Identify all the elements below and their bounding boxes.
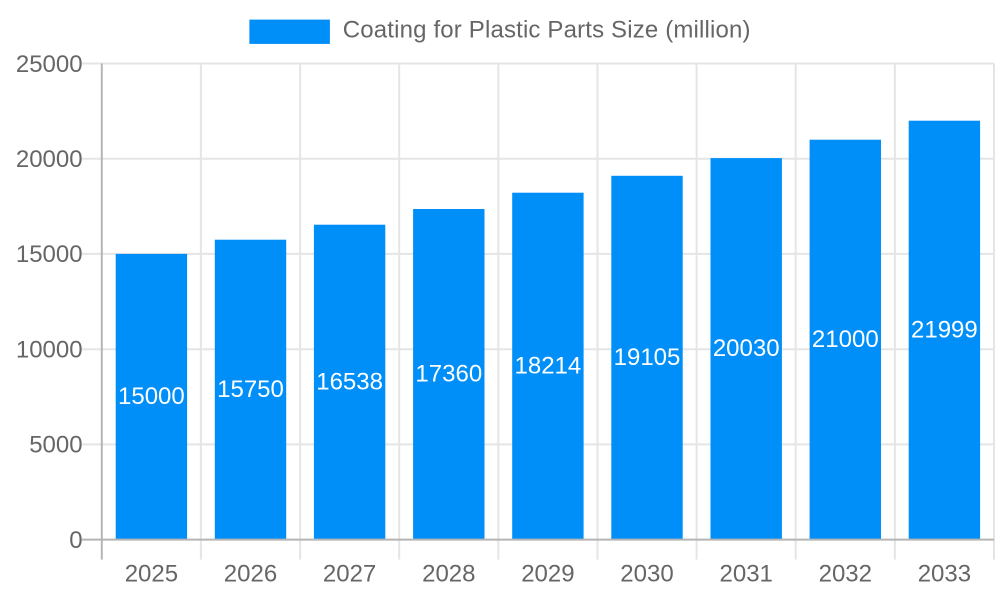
svg-text:5000: 5000 bbox=[29, 432, 82, 459]
svg-text:15000: 15000 bbox=[118, 383, 185, 410]
svg-text:15000: 15000 bbox=[16, 241, 83, 268]
svg-text:25000: 25000 bbox=[16, 51, 83, 78]
svg-text:21999: 21999 bbox=[911, 316, 978, 343]
svg-text:2027: 2027 bbox=[323, 560, 376, 587]
svg-text:17360: 17360 bbox=[415, 361, 482, 388]
svg-text:Coating for Plastic Parts Size: Coating for Plastic Parts Size (million) bbox=[343, 17, 751, 44]
svg-text:20030: 20030 bbox=[713, 335, 780, 362]
svg-text:2033: 2033 bbox=[918, 560, 971, 587]
svg-text:15750: 15750 bbox=[217, 376, 284, 403]
svg-text:0: 0 bbox=[69, 527, 82, 554]
svg-text:2025: 2025 bbox=[125, 560, 178, 587]
svg-text:16538: 16538 bbox=[316, 368, 383, 395]
svg-text:19105: 19105 bbox=[614, 344, 681, 371]
svg-text:2029: 2029 bbox=[521, 560, 574, 587]
svg-text:21000: 21000 bbox=[812, 326, 879, 353]
svg-text:2026: 2026 bbox=[224, 560, 277, 587]
svg-text:2028: 2028 bbox=[422, 560, 475, 587]
svg-text:2032: 2032 bbox=[819, 560, 872, 587]
svg-text:2031: 2031 bbox=[720, 560, 773, 587]
svg-text:2030: 2030 bbox=[620, 560, 673, 587]
svg-text:18214: 18214 bbox=[515, 352, 582, 379]
svg-text:10000: 10000 bbox=[16, 337, 83, 364]
svg-text:20000: 20000 bbox=[16, 146, 83, 173]
